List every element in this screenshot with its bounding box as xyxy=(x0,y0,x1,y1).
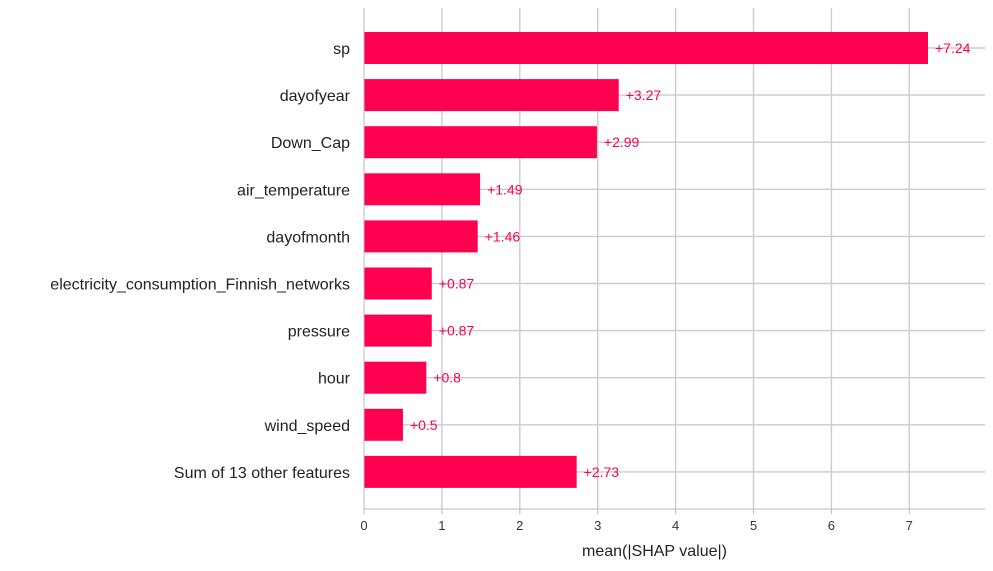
feature-label: pressure xyxy=(288,324,350,341)
value-label: +0.5 xyxy=(410,417,438,433)
x-tick-label: 3 xyxy=(594,518,601,533)
value-label: +3.27 xyxy=(626,87,662,103)
bar xyxy=(364,220,478,253)
x-tick-label: 0 xyxy=(360,518,367,533)
feature-label: wind_speed xyxy=(264,418,350,435)
labels: 0 1 2 3 4 5 6 7 sp +7.24 dayofyear +3.27 Down_Cap +2.… xyxy=(50,40,970,533)
value-label: +7.24 xyxy=(935,40,971,56)
x-tick-label: 2 xyxy=(516,518,523,533)
bar xyxy=(364,408,403,441)
bar xyxy=(364,455,577,488)
bar xyxy=(364,361,427,394)
x-tick-label: 7 xyxy=(906,518,913,533)
x-tick-label: 6 xyxy=(828,518,835,533)
value-label: +1.49 xyxy=(487,181,523,197)
bar xyxy=(364,79,619,112)
feature-label: Sum of 13 other features xyxy=(174,465,350,482)
feature-label: sp xyxy=(333,41,350,58)
bar xyxy=(364,32,928,64)
feature-label: dayofmonth xyxy=(266,229,350,246)
x-axis-title: mean(|SHAP value|) xyxy=(582,543,727,560)
bar xyxy=(364,126,597,159)
bar xyxy=(364,314,432,347)
value-label: +1.46 xyxy=(485,228,521,244)
bars xyxy=(364,32,928,488)
feature-label: electricity_consumption_Finnish_networks xyxy=(50,277,350,294)
value-label: +0.87 xyxy=(439,276,475,292)
x-tick-label: 5 xyxy=(750,518,757,533)
bar xyxy=(364,173,481,206)
x-tick-label: 4 xyxy=(672,518,679,533)
feature-label: dayofyear xyxy=(280,88,351,105)
value-label: +2.99 xyxy=(604,134,640,150)
value-label: +0.8 xyxy=(433,370,461,386)
feature-label: Down_Cap xyxy=(271,135,350,152)
x-tick-label: 1 xyxy=(438,518,445,533)
bar xyxy=(364,267,432,300)
value-label: +0.87 xyxy=(439,323,475,339)
value-label: +2.73 xyxy=(584,464,620,480)
feature-label: hour xyxy=(318,371,351,388)
feature-label: air_temperature xyxy=(237,182,350,199)
